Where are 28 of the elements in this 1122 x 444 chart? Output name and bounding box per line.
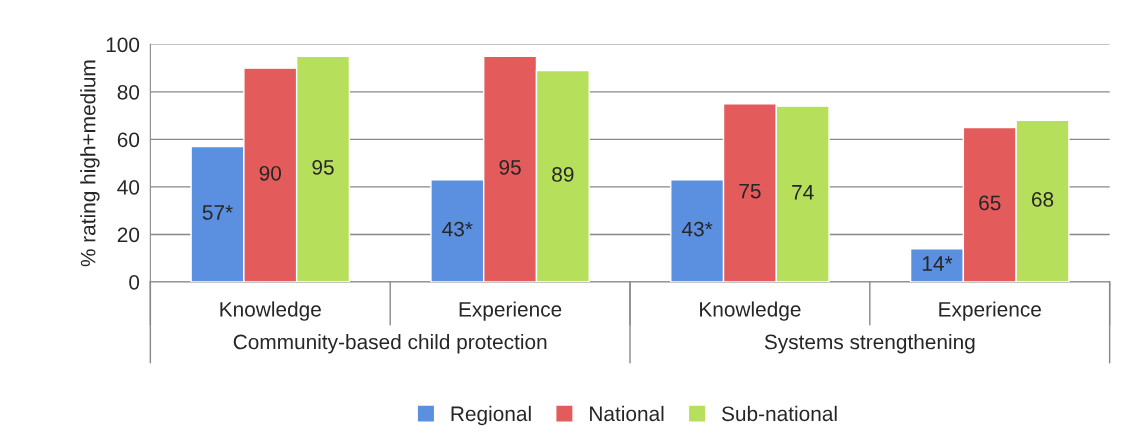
data-label: 14* (922, 256, 953, 271)
data-label: 95 (312, 159, 334, 175)
data-label: 75 (739, 183, 761, 199)
x-tick-label: Experience (939, 301, 1041, 321)
data-label: 95 (499, 159, 521, 175)
data-label: 74 (792, 185, 814, 200)
data-label: 89 (552, 167, 574, 182)
y-tick-label: 0 (129, 274, 140, 290)
y-tick-label: 80 (117, 84, 140, 100)
legend-label: National (590, 405, 664, 422)
data-label: 57* (202, 205, 233, 220)
x-tick-label: Knowledge (700, 301, 801, 321)
data-label: 43* (681, 221, 713, 237)
data-label: 68 (1031, 192, 1054, 207)
legend-label: Regional (451, 405, 531, 426)
y-tick-label: 60 (117, 132, 140, 148)
data-label: 90 (259, 165, 282, 181)
text: Systems strengthening (764, 333, 975, 354)
y-tick-label: 100 (106, 37, 140, 53)
y-tick-label: 20 (117, 227, 140, 243)
data-label: 43* (442, 221, 473, 237)
text: Community-based child protection (233, 333, 547, 354)
legend-label: Sub-national (721, 405, 837, 422)
data-label: 65 (979, 195, 1001, 211)
y-tick-label: 40 (117, 179, 140, 195)
x-tick-label: Experience (459, 301, 562, 321)
x-tick-label: Knowledge (220, 301, 321, 321)
y-axis-title: % rating high+medium (80, 60, 100, 267)
